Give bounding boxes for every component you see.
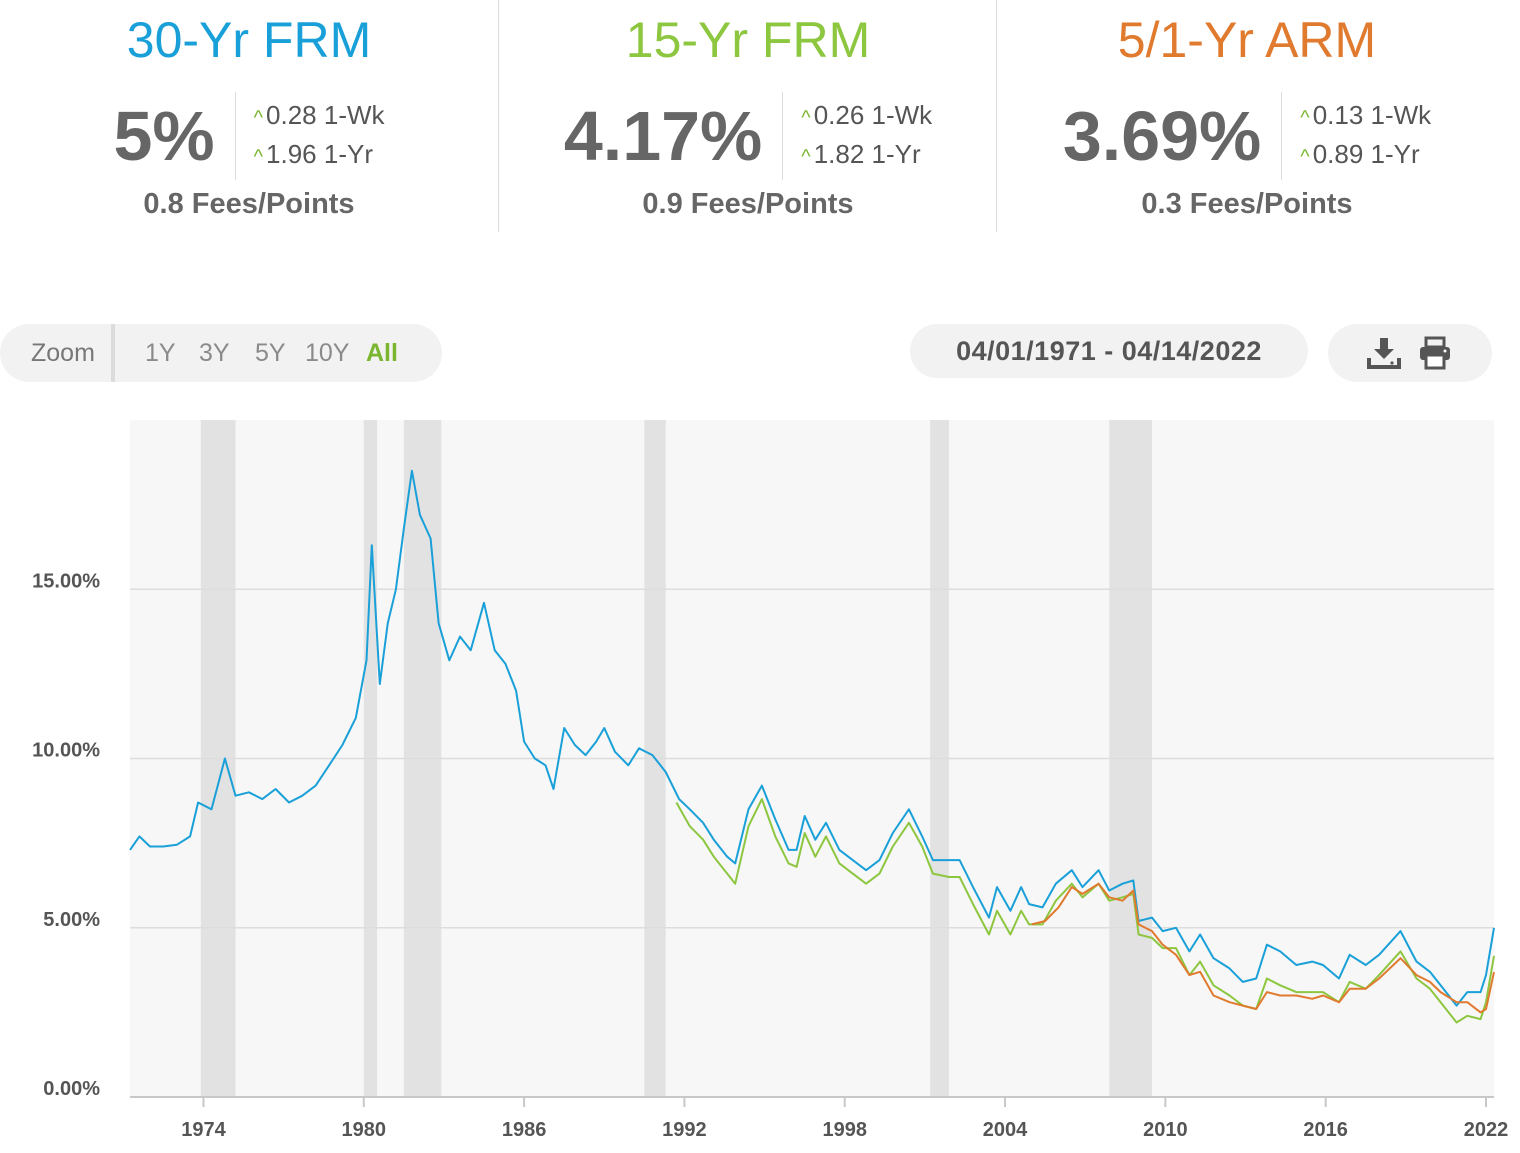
- stat-row: 5% ^ 0.28 1-Wk ^ 1.96 1-Yr: [0, 92, 498, 180]
- stat-title: 15-Yr FRM: [625, 12, 871, 68]
- week-change-text: 0.13 1-Wk: [1312, 100, 1432, 130]
- fees-points: 0.9 Fees/Points: [642, 188, 854, 220]
- x-tick-label: 1992: [662, 1119, 707, 1141]
- changes: ^ 0.13 1-Wk ^ 0.89 1-Yr: [1300, 100, 1431, 172]
- zoom-all-button[interactable]: All: [366, 339, 398, 367]
- rate-value: 3.69%: [1063, 92, 1283, 180]
- week-change: ^ 0.13 1-Wk: [1300, 100, 1431, 133]
- download-icon[interactable]: [1366, 336, 1402, 370]
- caret-up-icon: ^: [253, 107, 264, 129]
- week-change-text: 0.28 1-Wk: [266, 100, 385, 130]
- zoom-5y-button[interactable]: 5Y: [255, 339, 286, 367]
- week-change: ^ 0.26 1-Wk: [801, 100, 932, 133]
- stat-title: 5/1-Yr ARM: [1117, 12, 1377, 68]
- date-range-picker[interactable]: 04/01/1971 - 04/14/2022: [910, 324, 1308, 378]
- zoom-divider: [111, 324, 115, 382]
- y-tick-label: 0.00%: [43, 1078, 100, 1100]
- rate-value: 4.17%: [564, 92, 784, 180]
- x-axis-ticks: 1974 1980 1986 1992 1998 2004 2010 2016 2022: [181, 1097, 1508, 1141]
- fees-points: 0.3 Fees/Points: [1141, 188, 1353, 220]
- stat-row: 3.69% ^ 0.13 1-Wk ^ 0.89 1-Yr: [997, 92, 1497, 180]
- zoom-1y-button[interactable]: 1Y: [145, 339, 176, 367]
- year-change: ^ 1.82 1-Yr: [801, 139, 932, 172]
- x-tick-label: 1974: [181, 1119, 226, 1141]
- stat-panel-30yr: 30-Yr FRM 5% ^ 0.28 1-Wk ^ 1.96 1-Yr 0.8 F…: [0, 0, 498, 232]
- changes: ^ 0.28 1-Wk ^ 1.96 1-Yr: [254, 100, 385, 172]
- zoom-bar: Zoom 1Y 3Y 5Y 10Y All: [0, 324, 442, 382]
- year-change-text: 1.82 1-Yr: [813, 139, 921, 169]
- print-icon[interactable]: [1418, 336, 1452, 370]
- grid-lines: [130, 588, 1494, 929]
- x-tick-label: 1980: [342, 1119, 387, 1141]
- x-tick-label: 2016: [1303, 1119, 1348, 1141]
- changes: ^ 0.26 1-Wk ^ 1.82 1-Yr: [801, 100, 932, 172]
- x-tick-label: 2004: [983, 1119, 1028, 1141]
- x-tick-label: 1986: [502, 1119, 547, 1141]
- series-line: [129, 469, 1495, 1007]
- week-change-text: 0.26 1-Wk: [813, 100, 933, 130]
- x-tick-label: 2010: [1143, 1119, 1188, 1141]
- y-tick-label: 10.00%: [32, 740, 100, 762]
- year-change: ^ 0.89 1-Yr: [1300, 139, 1431, 172]
- year-change-text: 1.96 1-Yr: [266, 139, 373, 169]
- zoom-3y-button[interactable]: 3Y: [199, 339, 230, 367]
- series-line: [1031, 882, 1495, 1014]
- mortgage-rate-chart: 0.00%5.00%10.00%15.00% 1974 1980 1986 1992 1…: [32, 420, 1508, 1141]
- caret-up-icon: ^: [801, 146, 811, 168]
- x-tick-label: 1998: [822, 1119, 867, 1141]
- stat-title: 30-Yr FRM: [126, 12, 372, 68]
- zoom-label: Zoom: [31, 339, 95, 367]
- stat-row: 4.17% ^ 0.26 1-Wk ^ 1.82 1-Yr: [499, 92, 997, 180]
- year-change: ^ 1.96 1-Yr: [254, 139, 385, 172]
- y-axis-ticks: 0.00% 5.00% 10.00% 15.00%: [32, 570, 100, 1100]
- year-change-text: 0.89 1-Yr: [1312, 139, 1420, 169]
- caret-up-icon: ^: [1300, 107, 1310, 129]
- export-tools: [1328, 324, 1492, 382]
- stat-panel-arm: 5/1-Yr ARM 3.69% ^ 0.13 1-Wk ^ 0.89 1-Yr 0…: [996, 0, 1497, 232]
- caret-up-icon: ^: [1300, 146, 1310, 168]
- x-tick-label: 2022: [1464, 1119, 1509, 1141]
- y-tick-label: 15.00%: [32, 570, 100, 592]
- caret-up-icon: ^: [801, 107, 811, 129]
- stat-panel-15yr: 15-Yr FRM 4.17% ^ 0.26 1-Wk ^ 1.82 1-Yr 0.…: [498, 0, 997, 232]
- series-lines: [129, 469, 1495, 1024]
- fees-points: 0.8 Fees/Points: [143, 188, 355, 220]
- zoom-10y-button[interactable]: 10Y: [305, 339, 350, 367]
- week-change: ^ 0.28 1-Wk: [254, 100, 385, 133]
- rate-value: 5%: [113, 92, 236, 180]
- caret-up-icon: ^: [253, 146, 264, 168]
- y-tick-label: 5.00%: [43, 909, 100, 931]
